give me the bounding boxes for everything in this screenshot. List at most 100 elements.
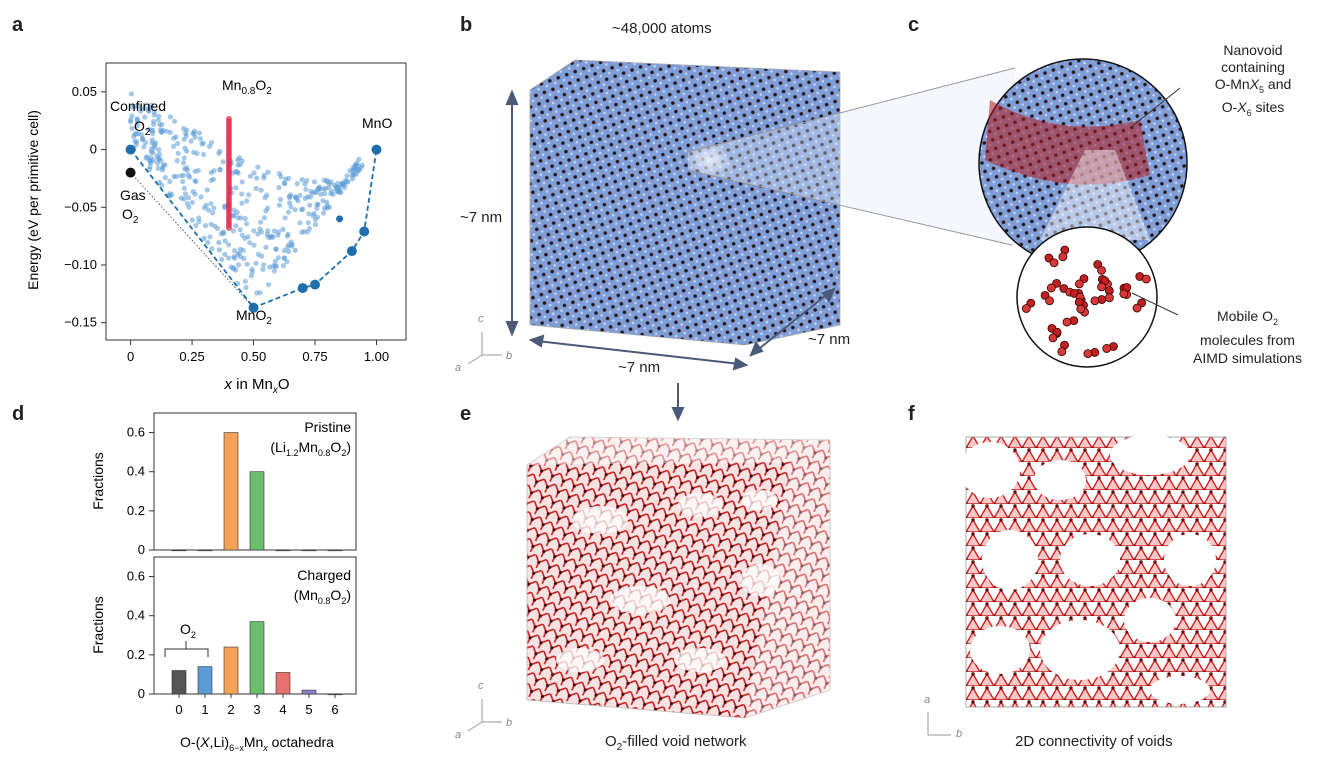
data-point xyxy=(310,213,316,219)
connectivity-caption: 2D connectivity of voids xyxy=(1015,733,1173,750)
x-tick-label: 0.50 xyxy=(241,349,266,364)
highlight-point xyxy=(225,181,232,188)
data-point xyxy=(192,168,198,174)
chart-a-xlabel: x in MnxO xyxy=(223,376,289,396)
data-point xyxy=(146,108,152,114)
data-point xyxy=(211,168,217,174)
data-point xyxy=(284,233,291,239)
o2-atom xyxy=(1044,253,1054,263)
data-point xyxy=(347,168,353,174)
data-point xyxy=(184,148,190,154)
connectivity-hole xyxy=(1150,676,1210,704)
o2-atom xyxy=(1079,274,1089,283)
connectivity-hole xyxy=(1040,620,1120,680)
o2-atom xyxy=(1065,287,1075,297)
data-point xyxy=(247,173,254,179)
data-point xyxy=(129,113,135,119)
x-tick-label: 0.75 xyxy=(302,349,327,364)
data-point xyxy=(258,219,264,225)
data-point xyxy=(171,143,177,149)
o2-atom xyxy=(1059,284,1069,293)
atoms-count-label: ~48,000 atoms xyxy=(612,20,712,37)
data-point xyxy=(311,210,317,217)
y-tick-label: 0.6 xyxy=(127,569,145,584)
panel-c-zoom xyxy=(978,58,1188,368)
x-tick-label: 0.25 xyxy=(179,349,204,364)
data-point xyxy=(151,118,157,124)
data-point xyxy=(184,167,190,173)
highlight-point xyxy=(225,222,232,229)
data-point xyxy=(288,204,294,210)
data-point xyxy=(151,109,158,115)
data-point xyxy=(231,207,237,213)
data-point xyxy=(276,185,282,191)
data-point xyxy=(134,116,140,122)
axis-b-f: b xyxy=(956,728,963,740)
highlight-point xyxy=(225,131,232,138)
data-point xyxy=(282,215,288,221)
data-point xyxy=(311,179,318,185)
data-point xyxy=(130,104,136,110)
data-point xyxy=(180,160,187,166)
data-point xyxy=(254,175,260,181)
data-point xyxy=(178,195,184,201)
data-point xyxy=(237,155,243,161)
data-point xyxy=(146,126,152,133)
data-point xyxy=(157,127,163,133)
data-point xyxy=(242,278,248,284)
chart-a-highlight xyxy=(225,115,232,232)
data-point xyxy=(333,186,339,192)
data-point xyxy=(244,221,250,227)
data-point xyxy=(316,185,322,192)
axis-b-b: b xyxy=(506,350,513,362)
data-point xyxy=(265,228,271,234)
x-tick-label: 0 xyxy=(127,349,134,364)
o2-atom xyxy=(1080,307,1089,317)
data-point xyxy=(182,191,188,197)
data-point xyxy=(292,207,298,213)
highlight-point xyxy=(225,148,232,155)
data-point xyxy=(133,141,139,148)
o2-atom xyxy=(1137,298,1147,308)
data-point xyxy=(133,131,139,137)
void-hole xyxy=(740,564,780,596)
o2-atom xyxy=(1090,296,1100,306)
o2-atom xyxy=(1062,317,1072,327)
data-point xyxy=(221,203,228,209)
data-point xyxy=(351,172,357,178)
data-point xyxy=(230,213,236,219)
o2-atom xyxy=(1047,323,1057,333)
data-point xyxy=(235,162,241,168)
data-point xyxy=(237,161,243,168)
highlight-point xyxy=(225,153,232,160)
connectivity-hole xyxy=(982,530,1038,590)
highlight-point xyxy=(225,159,232,166)
x-tick-label: 5 xyxy=(305,702,312,717)
data-point xyxy=(281,255,287,261)
data-point xyxy=(181,185,187,191)
data-point xyxy=(237,254,244,260)
data-point xyxy=(289,241,295,247)
data-point xyxy=(191,149,197,155)
data-point xyxy=(143,155,149,161)
data-point xyxy=(157,179,163,185)
data-point xyxy=(131,104,138,110)
data-point xyxy=(326,204,332,210)
data-point xyxy=(276,229,282,235)
connectivity-hole xyxy=(960,442,1020,498)
data-point xyxy=(181,136,187,142)
data-point xyxy=(236,262,242,268)
panel-e-void-network xyxy=(526,436,831,719)
data-point xyxy=(154,153,160,159)
data-point xyxy=(217,167,223,173)
y-tick-label: 0 xyxy=(138,542,145,557)
data-point xyxy=(255,231,261,237)
o2-bracket-label: O2 xyxy=(180,621,196,640)
data-point xyxy=(261,215,267,221)
data-point xyxy=(147,158,154,164)
highlight-point xyxy=(225,123,232,130)
chart-d-top-bars xyxy=(171,432,343,552)
data-point xyxy=(167,191,173,197)
data-point xyxy=(235,215,241,221)
data-point xyxy=(273,246,279,252)
